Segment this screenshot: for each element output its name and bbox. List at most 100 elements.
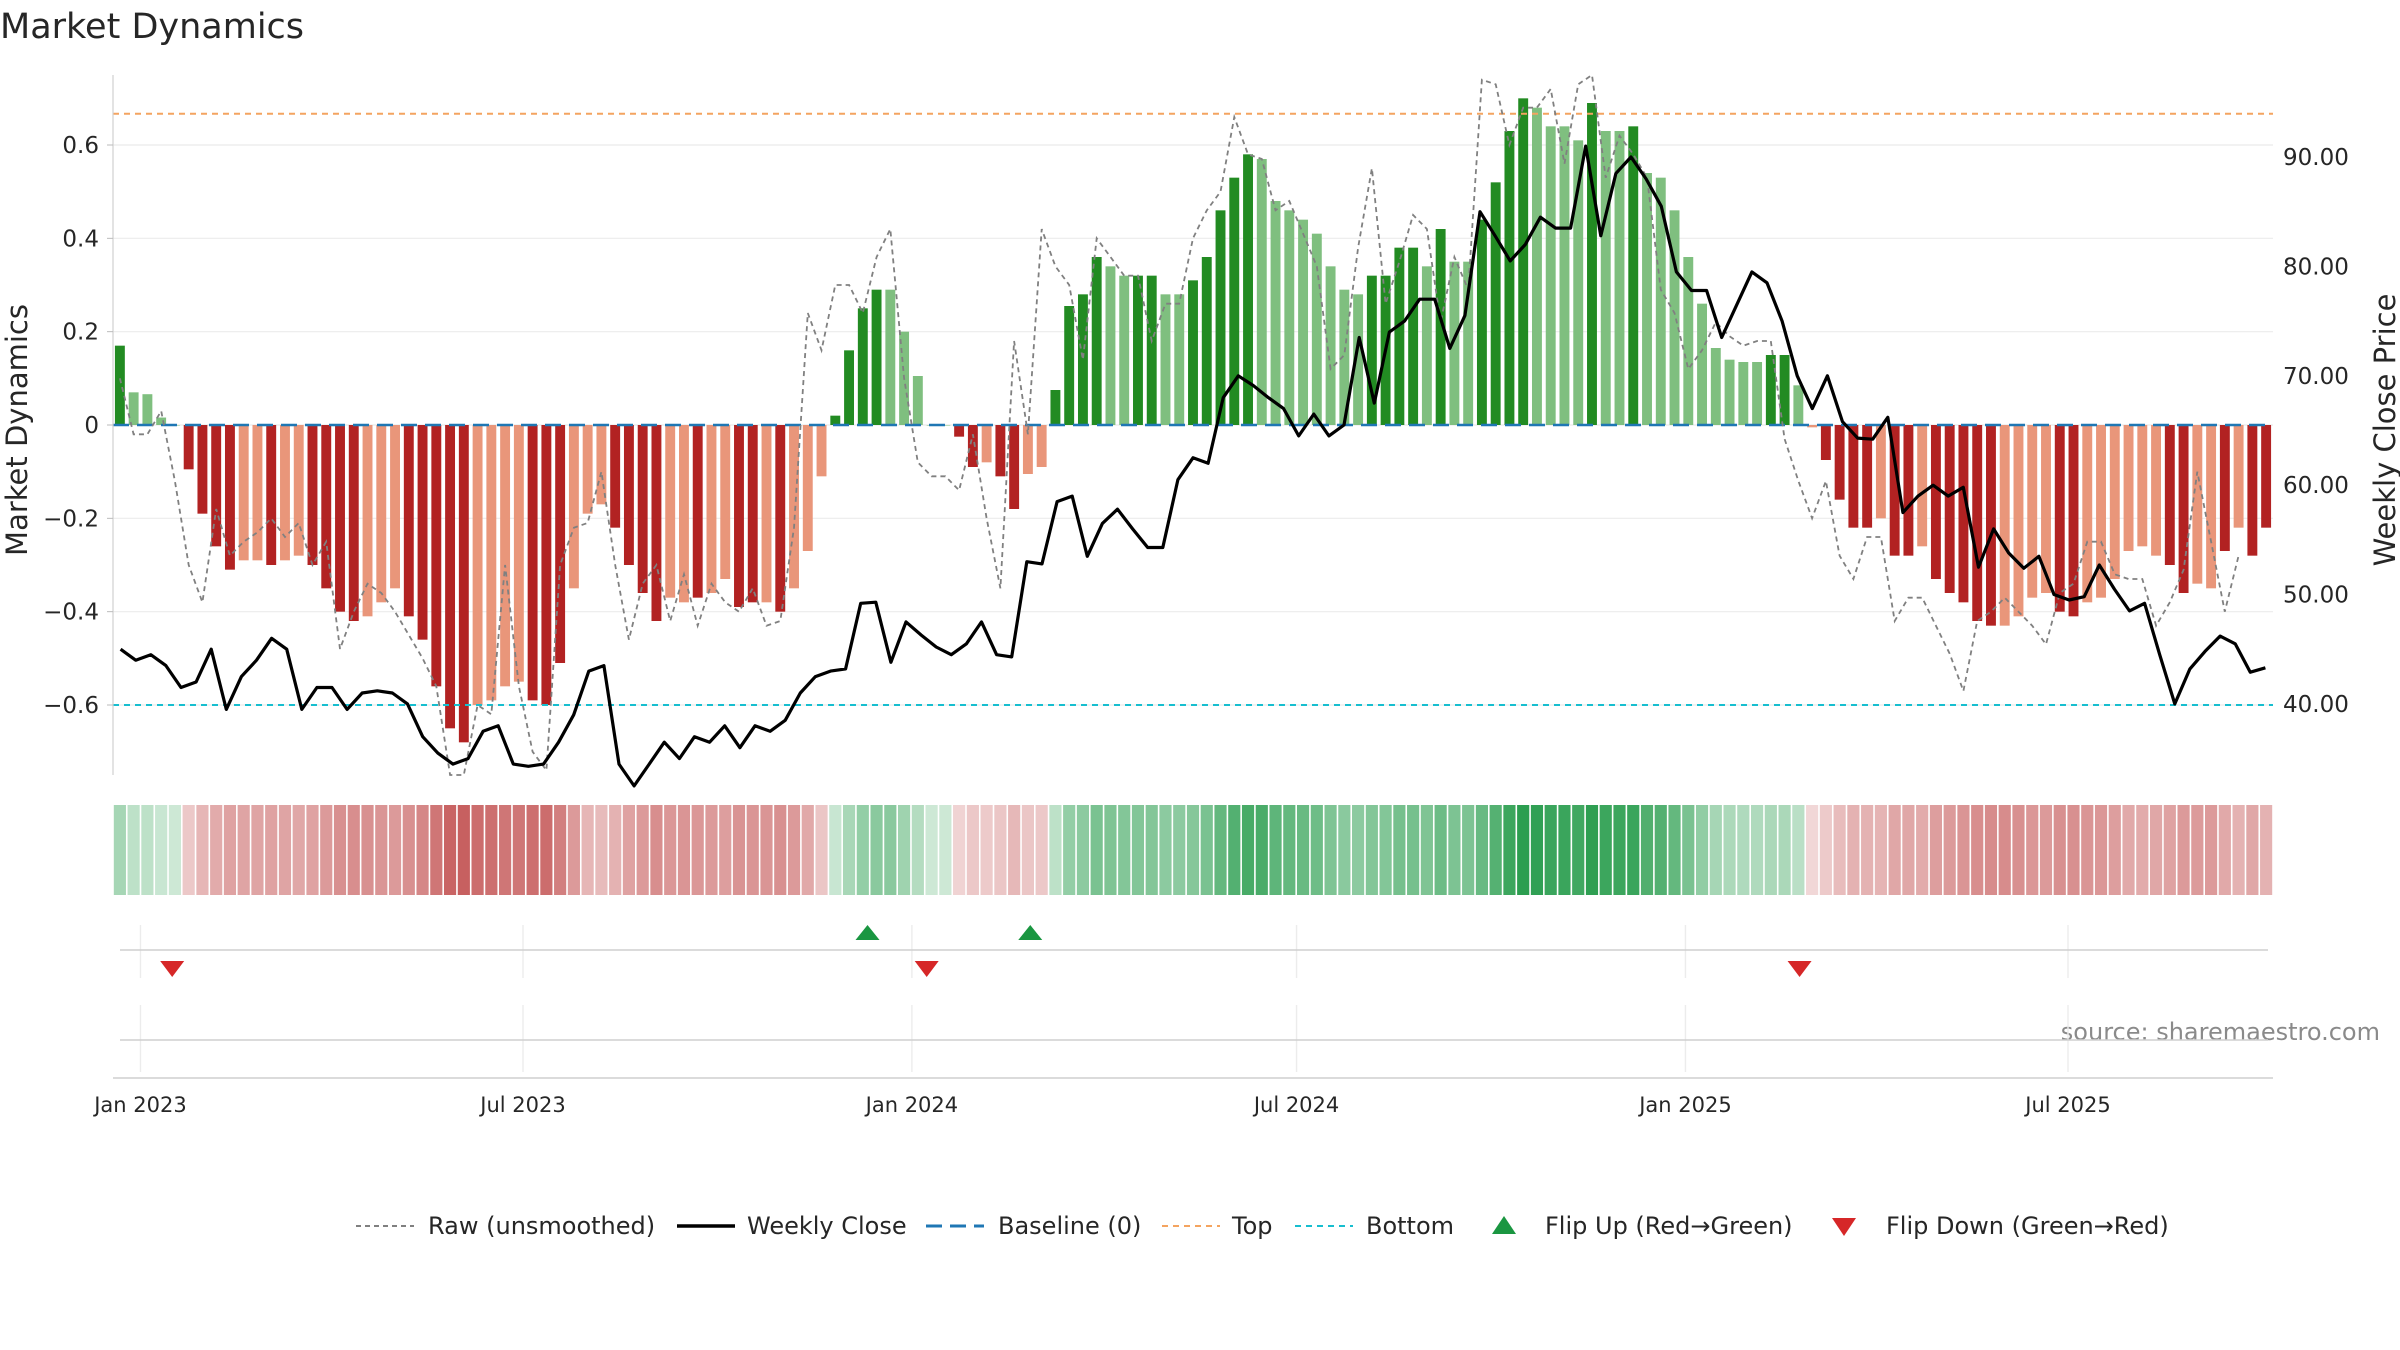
dynamics-bar <box>2164 425 2175 565</box>
heat-cell <box>1462 805 1475 895</box>
dynamics-bar <box>2041 425 2051 593</box>
heat-cell <box>2081 805 2094 895</box>
dynamics-bar <box>513 425 524 682</box>
legend-label: Flip Up (Red→Green) <box>1545 1212 1793 1240</box>
dynamics-bar <box>1848 425 1859 528</box>
dynamics-bar <box>1531 107 1542 426</box>
dynamics-bar <box>1435 229 1446 425</box>
legend-flip-up-icon <box>1492 1216 1516 1234</box>
raw-series-line <box>119 73 2240 776</box>
legend-label: Raw (unsmoothed) <box>428 1212 655 1240</box>
heat-cell <box>1310 805 1323 895</box>
dynamics-bar <box>1986 425 1996 626</box>
dynamics-bar <box>582 425 593 514</box>
heat-cell <box>1668 805 1681 895</box>
dynamics-bar <box>280 425 290 561</box>
heat-cell <box>210 805 223 895</box>
flip-down-marker <box>160 961 185 977</box>
heat-cell <box>2136 805 2149 895</box>
dynamics-bar <box>1545 126 1556 425</box>
heat-cell <box>251 805 264 895</box>
heat-cell <box>2163 805 2176 895</box>
heat-cell <box>815 805 828 895</box>
y-left-tick-label: 0.6 <box>62 133 99 159</box>
dynamics-bar <box>1889 425 1900 556</box>
dynamics-bar <box>1614 131 1625 425</box>
heat-cell <box>265 805 278 895</box>
dynamics-bar <box>761 425 772 603</box>
y-left-tick-label: 0.4 <box>62 226 99 252</box>
dynamics-bar <box>1408 247 1419 425</box>
heat-cell <box>595 805 608 895</box>
legend-label: Top <box>1231 1212 1273 1240</box>
dynamics-bar <box>1972 425 1983 621</box>
dynamics-bar <box>362 425 373 617</box>
dynamics-bar <box>1573 140 1584 426</box>
heat-cell <box>1902 805 1915 895</box>
heat-cell <box>925 805 938 895</box>
heat-cell <box>1131 805 1145 895</box>
heat-cell <box>416 805 429 895</box>
heat-cell <box>1352 805 1365 895</box>
x-tick-label: Jul 2025 <box>2023 1093 2110 1117</box>
dynamics-bar <box>486 425 497 701</box>
heat-cell <box>388 805 402 895</box>
dynamics-bar <box>1518 98 1529 425</box>
x-tick-label: Jan 2024 <box>864 1093 959 1117</box>
heat-cell <box>2218 805 2231 895</box>
heat-cell <box>2246 805 2259 895</box>
dynamics-bar <box>445 425 456 729</box>
heat-cell <box>1695 805 1709 895</box>
dynamics-bar <box>816 425 827 477</box>
heat-cell <box>829 805 842 895</box>
heat-cell <box>898 805 911 895</box>
heat-cell <box>911 805 924 895</box>
heat-cell <box>1957 805 1970 895</box>
heat-cell <box>141 805 154 895</box>
dynamics-bar <box>1339 289 1350 425</box>
dynamics-bar <box>293 425 304 556</box>
dynamics-bar <box>2096 425 2106 598</box>
dynamics-bar <box>1793 385 1804 425</box>
dynamics-bar <box>1903 425 1914 556</box>
y-left-axis-title: Market Dynamics <box>0 304 34 556</box>
flip-down-marker <box>914 961 939 977</box>
heat-cell <box>567 805 580 895</box>
dynamics-bar <box>527 425 538 701</box>
dynamics-bar <box>789 425 799 589</box>
dynamics-bar <box>720 425 731 579</box>
heat-cell <box>1145 805 1158 895</box>
heat-cell <box>1283 805 1296 895</box>
dynamics-bar <box>1999 425 2010 626</box>
heat-cell <box>774 805 787 895</box>
dynamics-bar <box>1188 280 1198 425</box>
heat-cell <box>1503 805 1516 895</box>
heat-cell <box>1544 805 1557 895</box>
dynamics-bar <box>995 425 1006 477</box>
dynamics-bar <box>1119 275 1130 425</box>
dynamics-bar <box>1298 219 1309 425</box>
heat-cell <box>320 805 333 895</box>
dynamics-bar <box>871 289 882 425</box>
dynamics-bar <box>2219 425 2230 551</box>
dynamics-bar <box>1009 425 1020 509</box>
dynamics-bar <box>1091 257 1102 425</box>
legend-flip-down-icon <box>1832 1218 1856 1236</box>
dynamics-bar <box>1559 126 1570 425</box>
heat-cell <box>223 805 237 895</box>
heat-cell <box>732 805 746 895</box>
heat-cell <box>1916 805 1929 895</box>
dynamics-bar <box>2109 425 2120 579</box>
dynamics-bar <box>954 425 965 437</box>
dynamics-bar <box>885 289 896 425</box>
heat-cell <box>1640 805 1654 895</box>
heat-cell <box>664 805 677 895</box>
dynamics-bar <box>981 425 992 463</box>
y-right-tick-label: 40.00 <box>2283 692 2349 718</box>
dynamics-bar <box>266 425 277 565</box>
heat-cell <box>1984 805 1998 895</box>
heat-cell <box>1599 805 1612 895</box>
heat-cell <box>2260 805 2273 895</box>
flip-up-marker <box>1018 925 1043 940</box>
heat-cell <box>2026 805 2039 895</box>
